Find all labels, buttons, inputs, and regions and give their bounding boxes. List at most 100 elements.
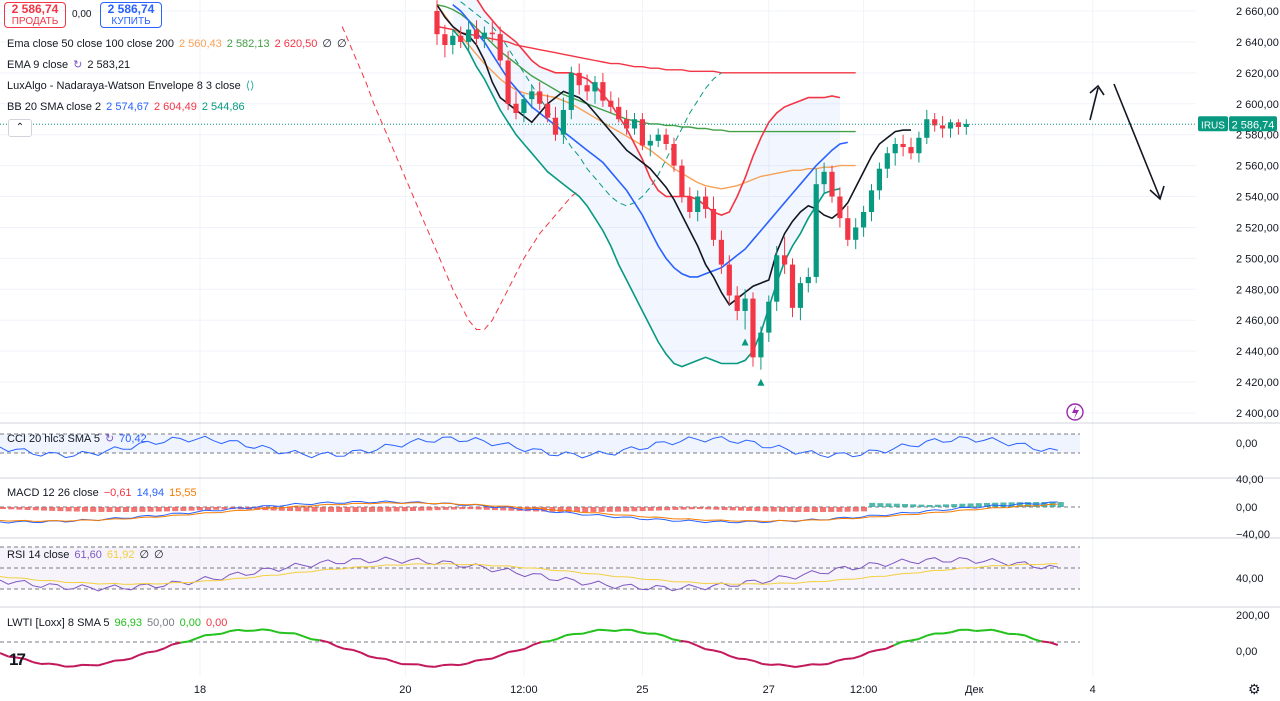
gear-icon[interactable]: ⚙ [1248,681,1261,697]
macd-histogram-bar [606,507,613,512]
macd-histogram-bar [852,507,859,512]
legend-2[interactable]: LuxAlgo - Nadaraya-Watson Envelope 8 3 c… [7,79,259,93]
arrow-down-line [1113,83,1161,199]
macd-histogram-bar [787,507,794,512]
candle-body [845,218,851,240]
macd-histogram-bar [828,507,835,512]
time-tick-label: 18 [194,684,206,696]
last-price-tag: 2 586,74 [1232,119,1275,131]
cycle-icon[interactable]: ↻ [73,59,83,71]
candle-body [774,255,780,302]
legend-macd[interactable]: MACD 12 26 close −0,61 14,94 15,55 [7,486,202,500]
candle-body [497,34,503,61]
lwti-line [311,638,320,642]
legend-3[interactable]: BB 20 SMA close 2 2 574,67 2 604,49 2 544,8… [7,100,250,114]
lwti-line [450,663,460,667]
lwti-line [983,628,993,632]
lwti-line [57,663,66,668]
bollinger-fill [452,0,840,367]
time-tick-label: 25 [636,684,648,696]
pane-tick-label: 40,00 [1236,474,1264,486]
code-icon[interactable]: ⟨⟩ [245,80,255,92]
lwti-line [803,663,812,667]
lwti-line [680,639,689,644]
candle-body [782,255,788,265]
macd-histogram-bar [524,507,531,512]
lwti-line [327,641,337,647]
lwti-line [344,647,353,651]
lwti-line [926,632,936,637]
macd-histogram-bar [861,507,867,512]
candle-body [758,332,764,358]
macd-histogram-bar [295,507,302,512]
legend-lwti[interactable]: LWTI [Loxx] 8 SMA 5 96,93 50,00 0,00 0,00 [7,616,232,630]
macd-histogram-bar [1025,502,1031,507]
macd-histogram-bar [344,507,351,512]
lwti-line [147,650,156,654]
bollinger-upper-line [476,0,841,216]
legend-rsi-value: ∅ [154,549,164,561]
legend-rsi[interactable]: RSI 14 close 61,60 61,92 ∅ ∅ [7,548,169,562]
time-tick-label: 20 [399,684,411,696]
lwti-line [360,651,370,658]
macd-histogram-bar [278,507,285,511]
lwti-line [631,628,640,634]
candle-body [552,117,559,135]
lwti-line [254,628,263,632]
macd-histogram-bar [196,507,203,511]
macd-histogram-bar [943,504,949,507]
price-tick-label: 2 440,00 [1236,346,1279,358]
chevron-up-icon[interactable]: ⌃ [8,119,32,137]
candle-body [876,168,882,191]
drawn-arrows[interactable] [1066,83,1165,421]
legend-0[interactable]: Ema close 50 close 100 close 200 2 560,43… [7,37,352,51]
candle-body [671,143,677,166]
lwti-line [139,651,148,656]
lwti-line [434,664,444,668]
sell-button[interactable]: 2 586,74 ПРОДАТЬ [4,2,66,28]
lwti-line [745,658,755,663]
macd-histogram-bar [1016,502,1023,507]
legend-1[interactable]: EMA 9 close ↻ 2 583,21 [7,58,135,72]
lwti-line [122,657,132,662]
macd-histogram-bar [475,507,482,510]
macd-histogram-bar [934,504,941,507]
macd-histogram-bar [221,507,228,510]
lwti-line [467,659,476,665]
candle-body [892,143,898,154]
macd-histogram-bar [770,507,777,512]
lwti-line [508,649,517,654]
candle-body [742,298,748,311]
lwti-line [614,628,624,632]
candle-body [442,34,448,46]
bollinger-band-area [452,0,840,367]
macd-histogram-bar [426,507,433,511]
macd-histogram-bar [139,507,146,512]
macd-histogram-bar [779,507,785,512]
pane-tick-label: 200,00 [1236,610,1270,622]
cycle-icon[interactable]: ↻ [104,433,115,445]
candle-body [687,196,693,212]
arrow-down-head [1149,185,1165,201]
price-tick-label: 2 420,00 [1236,377,1279,389]
candle-body [805,276,811,284]
candle-body [655,134,661,141]
lwti-line [721,651,731,657]
legend-lwti-value: 50,00 [147,617,175,629]
macd-histogram-bar [902,503,908,507]
symbol-tag: IRUS [1201,120,1225,131]
buy-button[interactable]: 2 586,74 КУПИТЬ [100,2,162,28]
macd-histogram-bar [418,507,425,511]
macd-histogram-bar [688,507,695,510]
macd-histogram-bar [984,502,990,507]
lwti-line [319,639,329,644]
price-tick-label: 2 400,00 [1236,408,1279,420]
macd-histogram-bar [123,507,129,512]
legend-cci[interactable]: CCI 20 hlc3 SMA 5 ↻ 70,42 [7,432,152,446]
candle-body [916,137,922,154]
price-axis: 2 660,00 2 640,00 2 620,00 2 600,00 2 580,00… [0,6,1279,658]
time-tick-label: 27 [763,684,775,696]
legend-3-title: BB 20 SMA close 2 [7,101,102,113]
